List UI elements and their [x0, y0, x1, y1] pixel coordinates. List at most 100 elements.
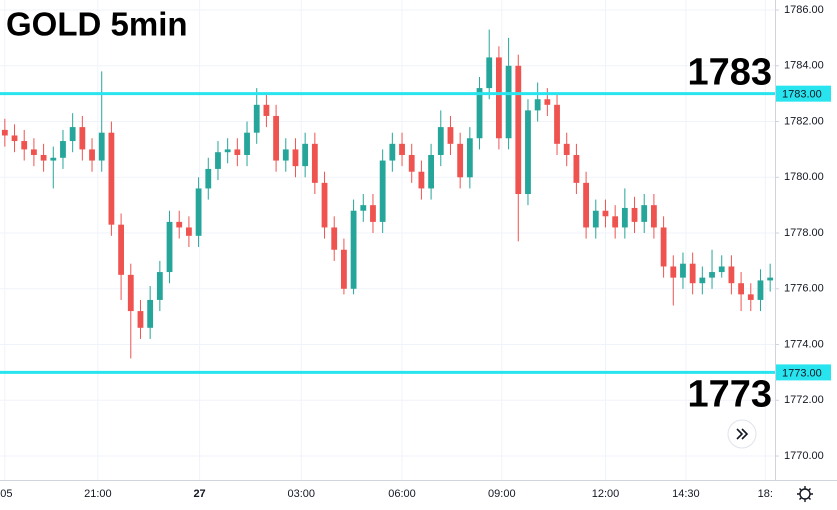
gear-teeth [797, 486, 813, 502]
candle-body [583, 182, 589, 228]
candle-body [505, 65, 512, 139]
candle-body [592, 210, 599, 228]
x-tick-label: 27 [193, 488, 205, 500]
candle-body [554, 104, 560, 144]
candle-body [515, 65, 522, 195]
candle-body [699, 277, 706, 284]
level-tag: 1783.00 [782, 89, 822, 101]
candle-body [89, 149, 95, 161]
candle-body [525, 110, 531, 195]
candle-body [389, 143, 396, 161]
candle-body [273, 115, 279, 161]
candle-body [563, 143, 570, 155]
settings-button[interactable] [797, 486, 813, 502]
candle-body [302, 143, 309, 167]
candle-body [31, 149, 37, 155]
candle-body [612, 216, 619, 228]
level-label: 1773 [687, 373, 772, 415]
candle-body [437, 127, 444, 155]
y-tick-label: 1778.00 [784, 227, 824, 239]
candle-body [651, 205, 657, 228]
candle-body [544, 99, 551, 105]
candle-body [156, 272, 163, 300]
y-tick-label: 1770.00 [784, 450, 824, 462]
x-tick-label: 03:00 [288, 488, 316, 500]
candle-body [379, 160, 386, 222]
candle-body [108, 132, 115, 225]
candle-body [234, 149, 241, 155]
candle-body [350, 210, 357, 289]
candle-body [534, 99, 541, 111]
candle-body [447, 127, 454, 144]
y-tick-label: 1784.00 [784, 60, 824, 72]
candle-body [244, 132, 250, 155]
candle-body [205, 168, 212, 189]
candle-body [215, 152, 221, 169]
candle-body [50, 157, 57, 161]
chart-title: GOLD 5min [6, 6, 188, 43]
y-tick-label: 1786.00 [784, 4, 824, 16]
candle-body [399, 143, 405, 155]
grid [0, 0, 775, 480]
candle-body [496, 57, 502, 139]
candle-body [311, 143, 318, 183]
candle-body [98, 132, 105, 161]
candle-body [621, 207, 628, 228]
candle-body [728, 266, 735, 284]
candle-body [631, 207, 638, 222]
candle-body [408, 154, 415, 172]
candle-body [224, 149, 231, 153]
level-tag: 1773.00 [782, 367, 822, 379]
scroll-button[interactable] [727, 419, 757, 449]
x-tick-label: 21:00 [84, 488, 112, 500]
candle-body [60, 141, 66, 158]
candle-body [166, 221, 173, 273]
levels: 1783 1783.00 1773 1773.00 [0, 52, 831, 415]
level-tag-bg [775, 85, 831, 102]
candle-body [1, 129, 8, 136]
candle-body [718, 266, 725, 273]
candle-body [738, 283, 744, 295]
candle-body [118, 224, 124, 275]
candle-body [321, 182, 328, 228]
scroll-icon [736, 428, 749, 440]
candle-body [21, 141, 28, 150]
level-label: 1783 [687, 52, 772, 94]
candle-body [147, 299, 154, 328]
candle-body [11, 135, 18, 142]
candle-body [253, 104, 260, 133]
y-tick-label: 1776.00 [784, 283, 824, 295]
candle-body [79, 127, 86, 150]
candle-body [418, 171, 425, 189]
x-tick-label: 06:00 [388, 488, 416, 500]
candle-body [331, 227, 338, 250]
candle-body [680, 263, 686, 278]
candle-body [689, 263, 696, 284]
candle-body [292, 149, 299, 167]
candle-body [709, 272, 715, 278]
candle-body [360, 205, 367, 211]
y-tick-label: 1774.00 [784, 338, 824, 350]
candle-body [641, 205, 648, 222]
candle-body [186, 227, 192, 236]
candle-body [486, 57, 493, 89]
x-tick-label: 18: [758, 488, 773, 500]
x-tick-label: 14:30 [672, 488, 700, 500]
axes: 1770.00 1772.00 1774.00 1776.00 1778.00 1780.… [0, 4, 824, 500]
candle-body [670, 266, 677, 278]
y-tick-label: 1780.00 [784, 171, 824, 183]
candle-body [457, 143, 464, 178]
candle-body [428, 154, 434, 189]
candle-body [476, 88, 483, 139]
candle-body [137, 311, 144, 328]
candle-body [40, 154, 47, 161]
candle-body [69, 127, 76, 142]
x-tick-label: 09:00 [488, 488, 516, 500]
candle-body [282, 149, 289, 161]
x-tick-label: :05 [0, 488, 12, 500]
y-tick-label: 1772.00 [784, 394, 824, 406]
candle-body [263, 104, 270, 116]
candle-body [341, 249, 347, 289]
